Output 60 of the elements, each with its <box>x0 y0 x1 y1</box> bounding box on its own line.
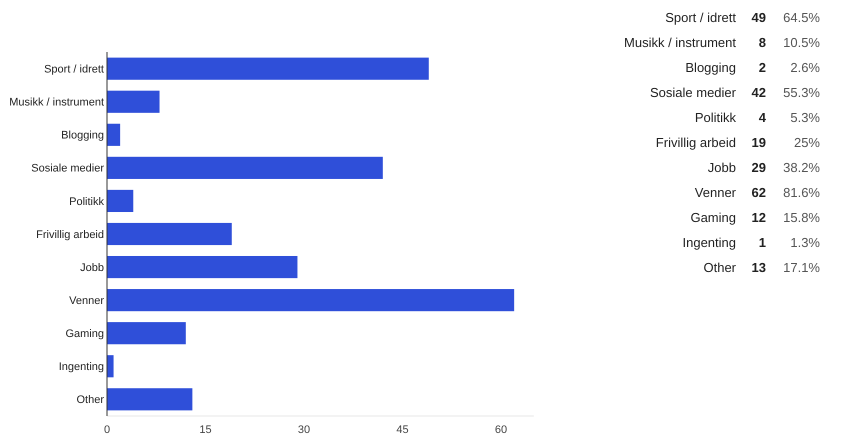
data-label: 15.8% <box>783 210 820 225</box>
data-label: 19 <box>752 135 766 150</box>
data-label: 17.1% <box>783 260 820 275</box>
x-tick-label: 0 <box>104 424 110 436</box>
bar <box>107 289 514 312</box>
category-label: Frivillig arbeid <box>656 135 736 150</box>
y-tick-label: Sosiale medier <box>31 162 104 175</box>
category-label: Jobb <box>708 160 736 175</box>
data-label: 42 <box>752 85 766 100</box>
category-label: Sport / idrett <box>665 10 736 25</box>
bar <box>107 256 298 278</box>
bar <box>107 90 160 113</box>
x-tick-label: 60 <box>494 424 508 436</box>
category-label: Ingenting <box>682 235 736 250</box>
data-label: 1.3% <box>790 235 820 250</box>
bar <box>107 388 192 410</box>
y-tick-label: Ingenting <box>58 361 104 374</box>
category-label: Sosiale medier <box>650 85 737 100</box>
y-tick-label: Frivillig arbeid <box>36 228 104 241</box>
data-label: 1 <box>758 235 766 250</box>
y-tick-label: Musikk / instrument <box>9 96 104 109</box>
data-label: 12 <box>752 210 766 225</box>
data-label: 5.3% <box>790 110 820 125</box>
bar <box>107 190 134 212</box>
x-tick-label: 15 <box>199 424 212 436</box>
y-tick-label: Politikk <box>69 196 104 208</box>
data-label: 13 <box>752 260 766 275</box>
y-tick-label: Other <box>76 394 104 406</box>
category-label: Politikk <box>694 110 736 125</box>
bar <box>107 124 120 146</box>
data-label: 81.6% <box>783 185 820 200</box>
data-label: 62 <box>752 185 766 200</box>
y-tick-label: Gaming <box>65 328 104 340</box>
category-label: Gaming <box>690 210 736 225</box>
x-tick-label: 45 <box>396 424 409 436</box>
y-tick-label: Sport / idrett <box>44 64 104 76</box>
data-label: 8 <box>758 35 766 50</box>
data-label: 64.5% <box>783 10 820 25</box>
y-tick-label: Jobb <box>80 262 104 274</box>
category-label: Other <box>703 260 737 275</box>
data-label: 2.6% <box>790 60 820 75</box>
y-tick-label: Blogging <box>61 130 104 142</box>
data-label: 38.2% <box>783 160 820 175</box>
data-label: 29 <box>752 160 766 175</box>
data-label: 10.5% <box>783 35 820 50</box>
bar <box>107 322 186 344</box>
bar <box>107 58 429 80</box>
data-label: 4 <box>758 110 767 125</box>
data-label: 55.3% <box>783 85 820 100</box>
y-tick-label: Venner <box>69 294 104 307</box>
category-label: Venner <box>694 185 737 200</box>
data-label: 49 <box>752 10 766 25</box>
bar <box>107 156 383 179</box>
bar <box>107 222 232 246</box>
data-label: 25% <box>794 135 820 150</box>
category-label: Musikk / instrument <box>624 35 736 50</box>
category-label: Blogging <box>685 60 736 75</box>
x-tick-label: 30 <box>298 424 310 436</box>
data-label: 2 <box>758 60 766 75</box>
bar <box>107 355 114 378</box>
